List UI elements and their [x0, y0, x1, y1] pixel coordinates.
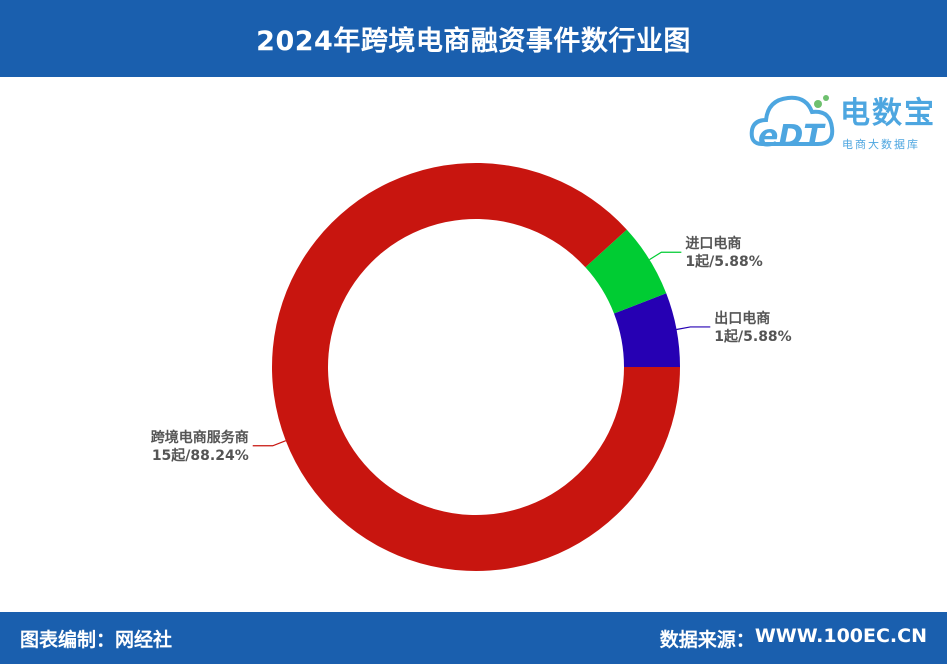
page-header: 2024年跨境电商融资事件数行业图 — [0, 0, 947, 77]
footer-left-value: 网经社 — [115, 628, 173, 651]
footer-right-label: 数据来源： — [659, 628, 755, 651]
logo-brand: 电数宝 — [840, 96, 936, 131]
slice-value-label: 1起/5.88% — [714, 328, 791, 345]
leader-line — [649, 251, 682, 261]
slice-label: 跨境电商服务商 — [151, 429, 249, 446]
leader-line — [252, 440, 286, 447]
chart-title: 2024年跨境电商融资事件数行业图 — [256, 26, 691, 57]
slice-label: 进口电商 — [685, 235, 741, 252]
page-footer: 图表编制： 网经社 数据来源： WWW.100EC.CN — [0, 612, 947, 664]
footer-right-value: WWW.100EC.CN — [754, 624, 927, 647]
logo-mark-text: eDT — [758, 119, 826, 154]
slice-value-label: 15起/88.24% — [152, 447, 249, 464]
footer-left-label: 图表编制： — [20, 628, 116, 651]
slice-label: 出口电商 — [714, 310, 770, 327]
donut-chart: 出口电商1起/5.88%进口电商1起/5.88%跨境电商服务商15起/88.24… — [151, 163, 792, 571]
slice-value-label: 1起/5.88% — [685, 253, 762, 270]
footer-credit: 图表编制： 网经社 — [20, 625, 172, 652]
slice-import — [585, 229, 667, 314]
slice-export — [614, 293, 680, 367]
logo: eDT 电数宝 电商大数据库 — [748, 86, 943, 158]
leader-line — [676, 326, 711, 331]
cloud-logo-icon: eDT — [749, 95, 835, 154]
slice-service — [272, 163, 680, 571]
footer-source: 数据来源： WWW.100EC.CN — [660, 625, 927, 652]
logo-subtitle: 电商大数据库 — [842, 138, 920, 151]
